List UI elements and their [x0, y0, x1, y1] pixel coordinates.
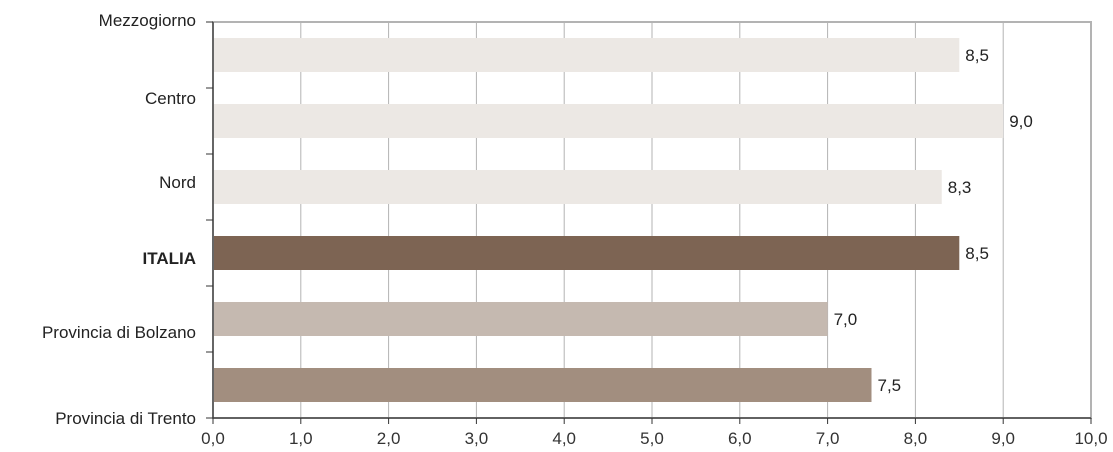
x-tick-label: 3,0 — [465, 429, 489, 448]
category-label: ITALIA — [142, 249, 196, 268]
x-tick-label: 5,0 — [640, 429, 664, 448]
category-label: Centro — [145, 89, 196, 108]
x-axis: 0,0 1,0 2,0 3,0 4,0 5,0 6,0 7,0 8,0 9,0 10,0 — [201, 417, 1108, 448]
x-tick-label: 4,0 — [552, 429, 576, 448]
bar — [214, 302, 828, 336]
x-tick-label: 6,0 — [728, 429, 752, 448]
x-tick-label: 9,0 — [991, 429, 1015, 448]
bar — [214, 170, 942, 204]
data-label: 9,0 — [1009, 112, 1033, 131]
data-label: 8,5 — [965, 46, 989, 65]
bar — [214, 236, 960, 270]
x-tick-label: 8,0 — [904, 429, 928, 448]
data-label: 8,5 — [965, 244, 989, 263]
x-tick-label: 0,0 — [201, 429, 225, 448]
bar — [214, 38, 960, 72]
data-label: 7,5 — [878, 376, 902, 395]
grid-lines — [300, 22, 1004, 418]
y-axis: Mezzogiorno Centro Nord ITALIA Provincia di … — [42, 11, 214, 428]
data-label: 8,3 — [948, 178, 972, 197]
category-label: Nord — [159, 173, 196, 192]
category-label: Provincia di Trento — [55, 409, 196, 428]
x-tick-label: 7,0 — [816, 429, 840, 448]
x-tick-label: 10,0 — [1074, 429, 1107, 448]
category-label: Provincia di Bolzano — [42, 323, 196, 342]
bar — [214, 368, 872, 402]
bars: 8,5 9,0 8,3 8,5 7,0 7,5 — [214, 38, 1033, 402]
x-tick-label: 1,0 — [289, 429, 313, 448]
x-tick-label: 2,0 — [377, 429, 401, 448]
bar — [214, 104, 1004, 138]
data-label: 7,0 — [834, 310, 858, 329]
category-label: Mezzogiorno — [99, 11, 196, 30]
